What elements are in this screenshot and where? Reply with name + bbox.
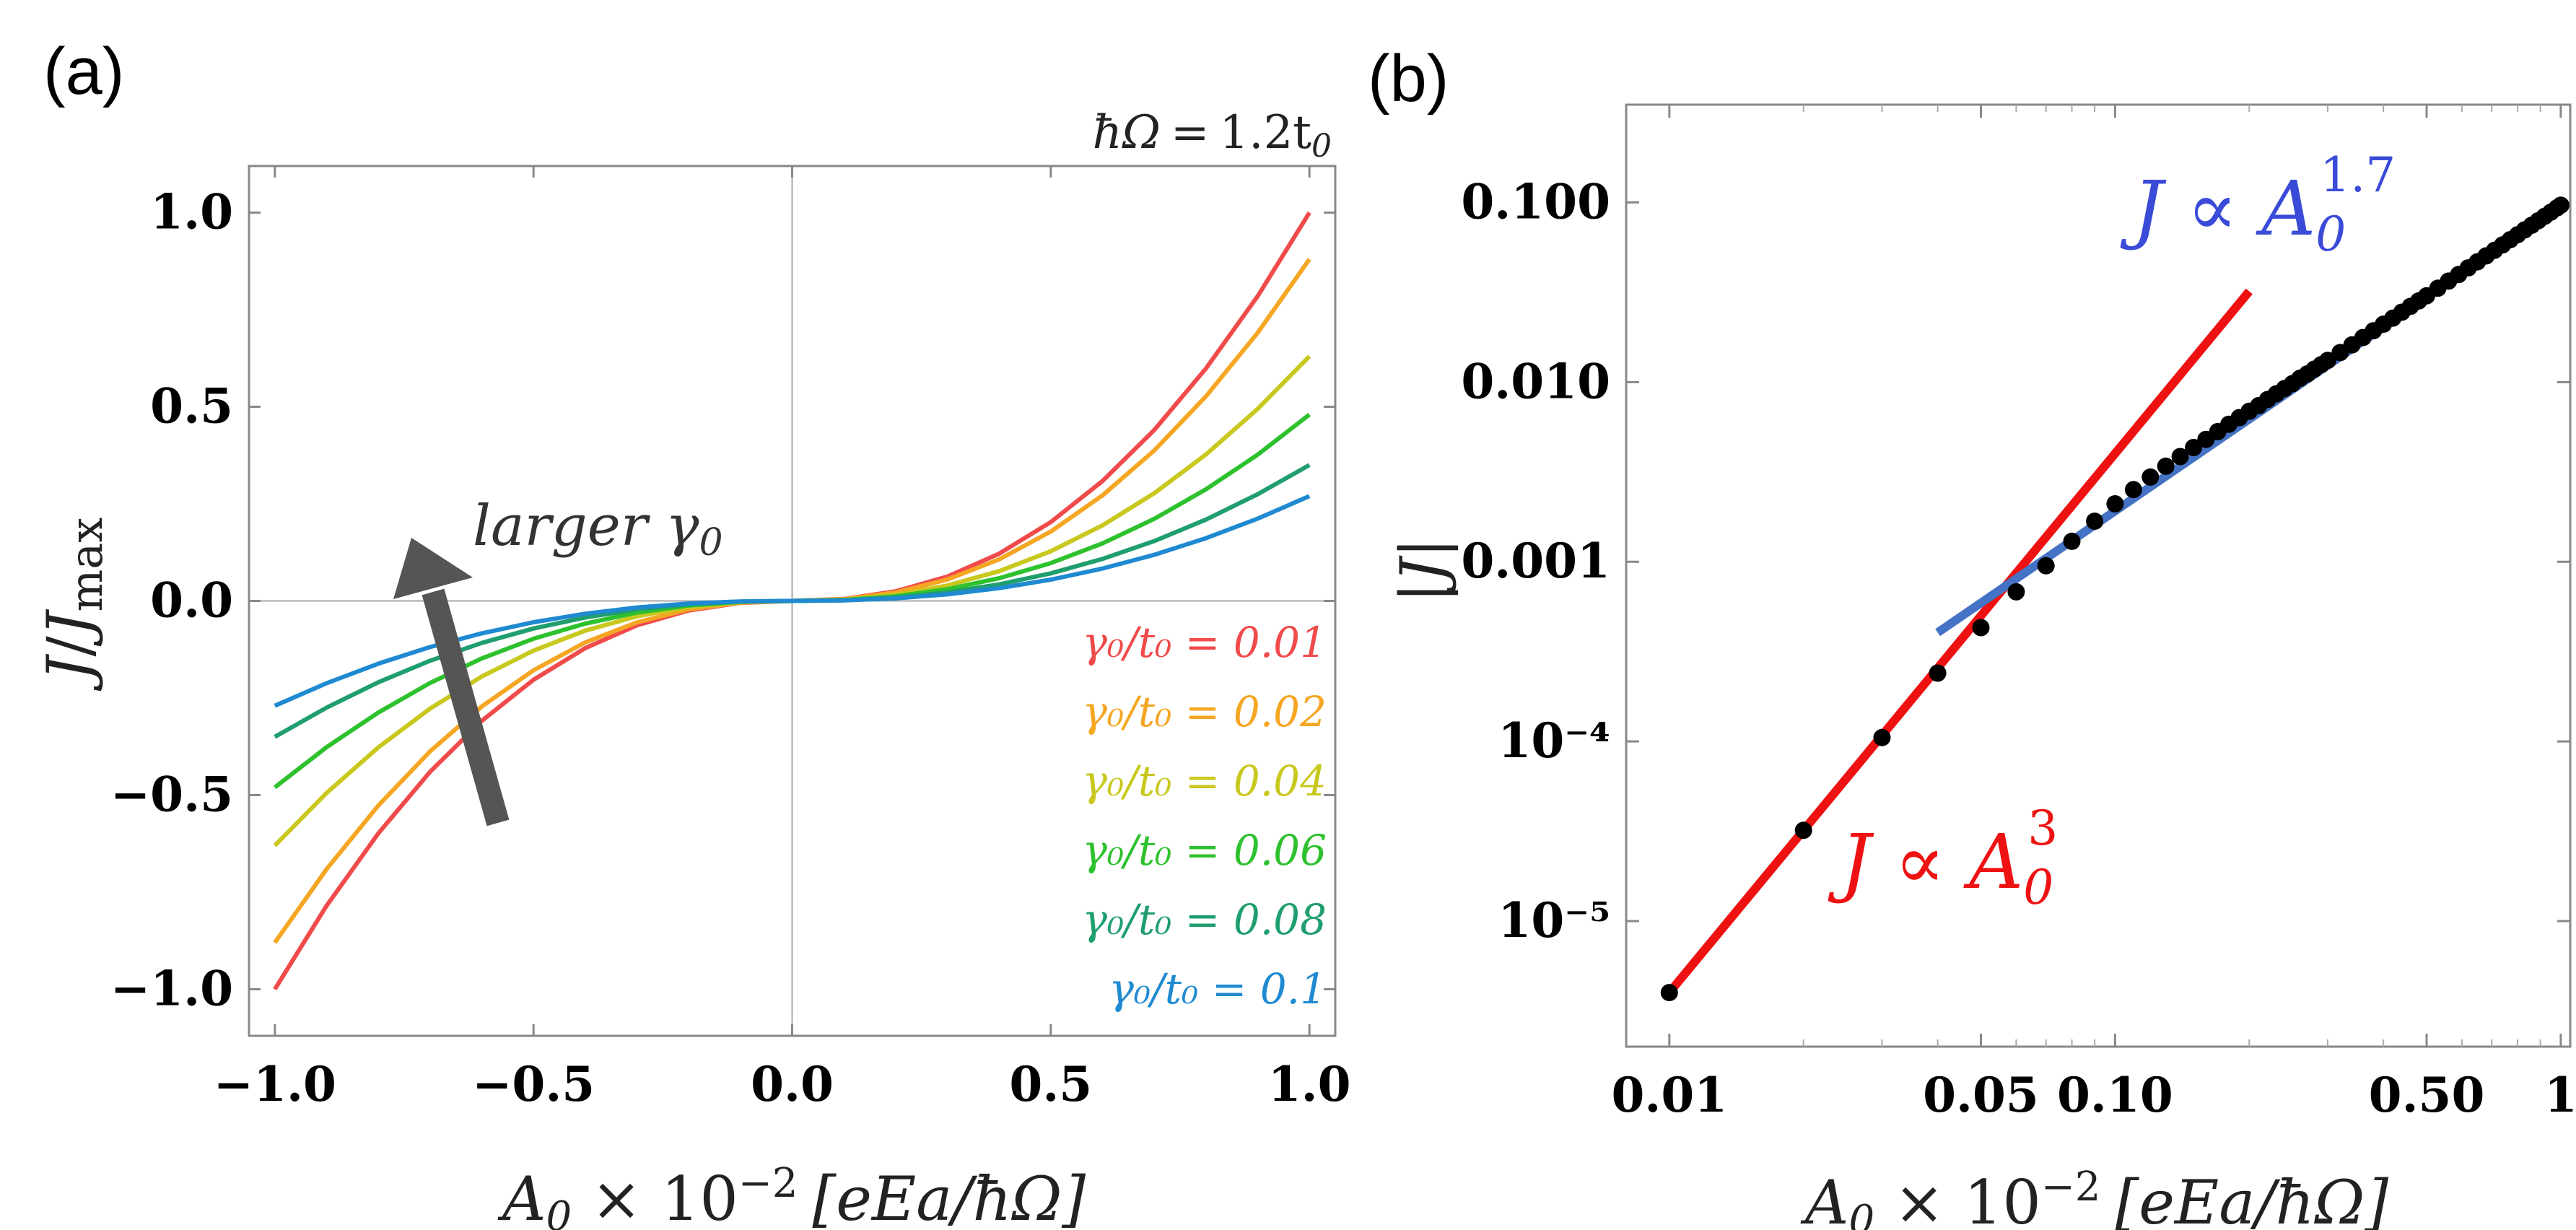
- data-point: [2037, 557, 2055, 575]
- x-tick-label-b: 0.05: [1923, 1067, 2039, 1123]
- data-point: [2063, 532, 2081, 550]
- ticks-a: −1.0 −1.0 −0.5 −0.5 0.0 0.0 0.5 0.5 1.0 1.0: [110, 166, 1351, 1112]
- panel-label-b: (b): [1368, 42, 1449, 115]
- fit-label-1p7: J ∝ A01.7: [2120, 147, 2396, 262]
- data-points: [1660, 196, 2570, 1002]
- x-tick-label-b: 1: [2544, 1067, 2576, 1123]
- legend-entry: γ₀/t₀ = 0.08: [1082, 895, 1327, 944]
- ticks-b: 0.01 0.05 0.10 0.50 1 10⁻⁵ 10⁻⁴ 0.001 0.010 0.100: [1461, 105, 2576, 1123]
- legend-entry: γ₀/t₀ = 0.04: [1082, 756, 1327, 806]
- data-point: [2106, 495, 2124, 512]
- data-point: [2551, 196, 2570, 214]
- data-point: [2086, 512, 2104, 531]
- fit-label-cubic: J ∝ A03: [1828, 801, 2058, 915]
- panel-b: 0.01 0.05 0.10 0.50 1 10⁻⁵ 10⁻⁴ 0.001 0.010 0.100…: [1387, 103, 2576, 1230]
- x-tick-label-a: 0.5: [1009, 1056, 1092, 1112]
- chart-title-a: ħΩ = 1.2t0: [1093, 106, 1332, 165]
- data-point: [2319, 352, 2336, 370]
- x-axis-label-a: A0 × 10−2 [eEa/ħΩ]: [497, 1160, 1086, 1230]
- x-tick-label-b: 0.01: [1611, 1067, 1727, 1123]
- x-tick-label-a: −0.5: [472, 1056, 595, 1112]
- panel-a: −1.0 −1.0 −0.5 −0.5 0.0 0.0 0.5 0.5 1.0 1.0 large…: [34, 106, 1351, 1230]
- x-tick-label-a: 1.0: [1268, 1056, 1351, 1112]
- data-point: [1929, 664, 1947, 682]
- data-point: [2141, 468, 2160, 486]
- fit-line: [1666, 288, 2253, 995]
- legend-a: γ₀/t₀ = 0.01 γ₀/t₀ = 0.02 γ₀/t₀ = 0.04 γ₀/t…: [1082, 618, 1327, 1013]
- arrow-label: larger γ0: [473, 494, 723, 564]
- legend-entry: γ₀/t₀ = 0.06: [1082, 826, 1327, 875]
- x-tick-label-b: 0.10: [2057, 1067, 2173, 1123]
- plot-frame-b: [1625, 103, 2572, 1048]
- legend-entry: γ₀/t₀ = 0.02: [1082, 687, 1327, 736]
- larger-gamma-arrow: [393, 538, 510, 826]
- data-point: [2185, 439, 2203, 456]
- legend-entry: γ₀/t₀ = 0.1: [1109, 964, 1327, 1013]
- y-axis-label-b: |J|: [1387, 538, 1458, 603]
- y-tick-label-a: 1.0: [150, 184, 233, 240]
- data-point: [1794, 821, 1812, 839]
- y-tick-label-b: 10⁻⁴: [1498, 712, 1610, 769]
- y-tick-label-a: 0.5: [150, 378, 233, 435]
- legend-entry: γ₀/t₀ = 0.01: [1082, 618, 1327, 667]
- y-tick-label-b: 0.100: [1461, 173, 1610, 230]
- y-tick-label-a: 0.0: [150, 572, 233, 629]
- data-point: [2157, 457, 2175, 475]
- y-axis-label-a: J/Jmax: [34, 518, 113, 692]
- data-point: [1660, 984, 1678, 1002]
- data-point: [2007, 583, 2025, 601]
- x-axis-label-b: A0 × 10−2 [eEa/ħΩ]: [1800, 1164, 2388, 1230]
- x-tick-label-a: −1.0: [214, 1056, 336, 1112]
- data-point: [1873, 728, 1891, 746]
- data-point: [2171, 448, 2189, 466]
- panel-label-a: (a): [43, 35, 124, 108]
- y-tick-label-b: 0.010: [1461, 353, 1610, 409]
- y-tick-label-a: −1.0: [110, 960, 233, 1016]
- data-point: [1972, 619, 1990, 637]
- y-tick-label-a: −0.5: [110, 766, 233, 822]
- fit-lines: [1666, 201, 2564, 995]
- y-tick-label-b: 10⁻⁵: [1498, 892, 1610, 948]
- y-tick-label-b: 0.001: [1461, 533, 1610, 589]
- x-tick-label-b: 0.50: [2369, 1067, 2485, 1123]
- data-point: [2124, 481, 2142, 499]
- x-tick-label-a: 0.0: [751, 1056, 834, 1112]
